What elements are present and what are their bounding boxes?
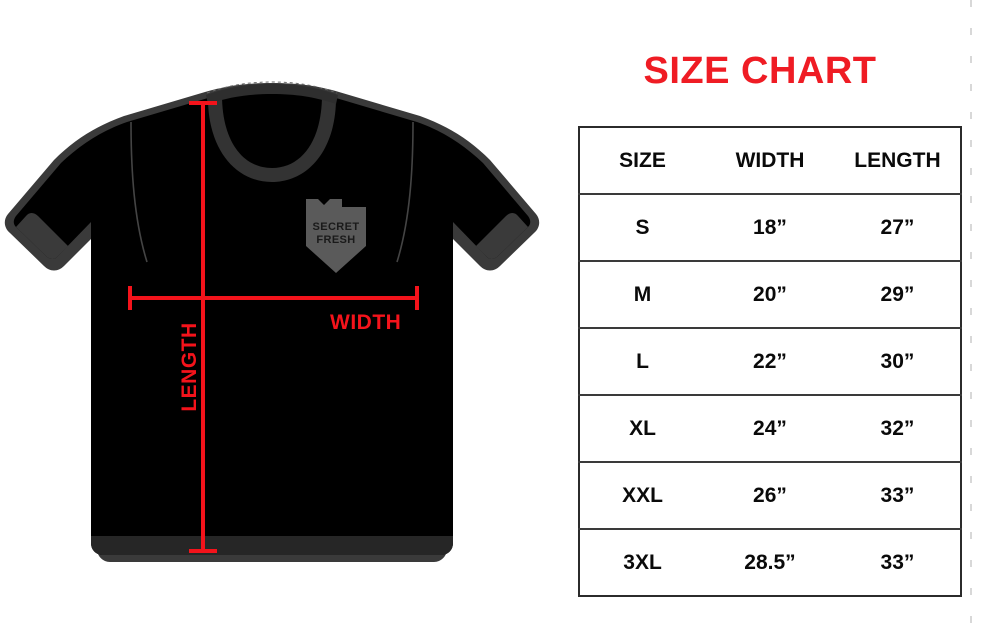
- right-sleeve-cuff: [476, 213, 528, 259]
- left-shoulder-seam: [130, 121, 148, 263]
- collar-top-band: [206, 84, 338, 104]
- width-measure-cap-right: [415, 286, 419, 310]
- table-row: S 18” 27”: [579, 194, 961, 262]
- column-header-length: LENGTH: [834, 127, 961, 195]
- table-row: XL 24” 32”: [579, 395, 961, 463]
- cell-length: 30”: [834, 328, 961, 396]
- cell-width: 26”: [705, 462, 835, 530]
- length-measure-cap-bottom: [189, 549, 217, 553]
- collar-ring: [208, 95, 336, 182]
- cell-size: XL: [579, 395, 706, 463]
- table-row: XXL 26” 33”: [579, 462, 961, 530]
- right-shoulder-seam: [396, 121, 414, 263]
- cell-width: 24”: [705, 395, 835, 463]
- table-row: M 20” 29”: [579, 261, 961, 329]
- cell-length: 29”: [834, 261, 961, 329]
- length-measure-label: LENGTH: [178, 322, 201, 412]
- table-header-row: SIZE WIDTH LENGTH: [579, 127, 961, 195]
- column-header-width: WIDTH: [705, 127, 835, 195]
- size-chart-panel: SIZE CHART SIZE WIDTH LENGTH S 18” 27”: [560, 0, 981, 642]
- cell-length: 32”: [834, 395, 961, 463]
- length-measure-cap-top: [189, 101, 217, 105]
- table-row: 3XL 28.5” 33”: [579, 529, 961, 596]
- column-header-size: SIZE: [579, 127, 706, 195]
- tshirt-diagram-panel: SECRET FRESH WIDTH LENGTH: [4, 81, 540, 562]
- cell-length: 33”: [834, 462, 961, 530]
- size-chart-title: SIZE CHART: [643, 50, 877, 92]
- bottom-hem: [91, 536, 453, 555]
- tshirt-illustration: SECRET FRESH: [4, 81, 540, 562]
- tshirt-body: [13, 89, 531, 555]
- cell-width: 22”: [705, 328, 835, 396]
- collar-stitch: [206, 81, 338, 94]
- secret-fresh-shield-icon: [306, 199, 366, 273]
- cell-length: 33”: [880, 550, 915, 574]
- width-measure-cap-left: [128, 286, 132, 310]
- width-measure-line: [128, 296, 419, 300]
- page-edge-dashes: [970, 0, 972, 642]
- cell-width: 18”: [705, 194, 835, 262]
- length-measure-line: [201, 101, 205, 553]
- cell-size: XXL: [579, 462, 706, 530]
- cell-width: 20”: [705, 261, 835, 329]
- chest-logo: SECRET FRESH: [306, 199, 366, 273]
- cell-size: L: [579, 328, 706, 396]
- cell-size: 3XL: [623, 550, 662, 574]
- cell-length: 27”: [834, 194, 961, 262]
- table-row: L 22” 30”: [579, 328, 961, 396]
- cell-width: 28.5”: [744, 550, 796, 574]
- logo-text-line2: FRESH: [316, 234, 355, 246]
- cell-size: S: [579, 194, 706, 262]
- size-chart-table: SIZE WIDTH LENGTH S 18” 27” M 20” 29” L: [578, 126, 962, 597]
- left-sleeve-cuff: [16, 213, 68, 259]
- logo-text-line1: SECRET: [312, 221, 359, 233]
- cell-size: M: [579, 261, 706, 329]
- width-measure-label: WIDTH: [330, 311, 402, 334]
